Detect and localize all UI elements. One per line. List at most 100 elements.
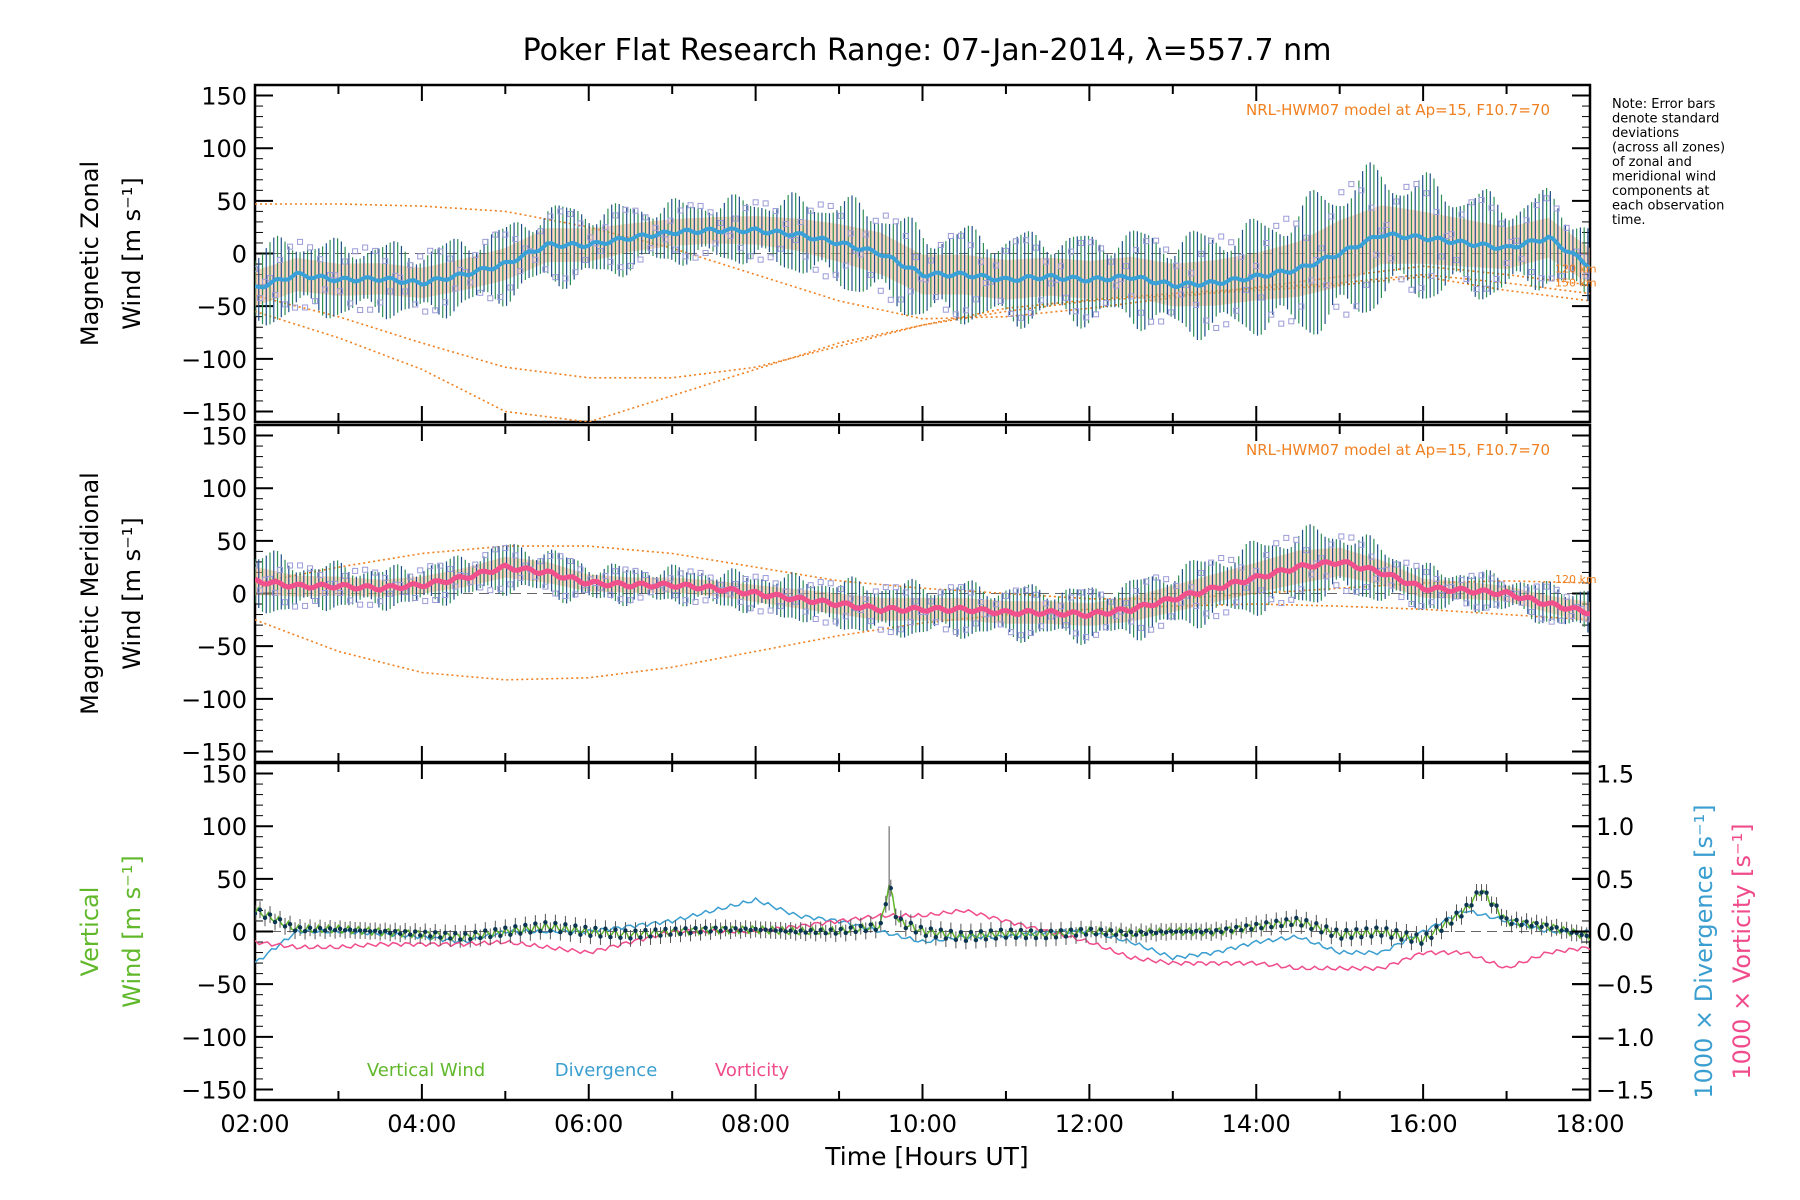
scatter-point	[1568, 264, 1575, 271]
scatter-point	[1548, 275, 1555, 282]
scatter-point	[1138, 624, 1145, 631]
vertical-wind-point	[903, 925, 909, 931]
vertical-wind-point	[342, 928, 348, 933]
scatter-point	[357, 601, 364, 608]
scatter-point	[1093, 311, 1100, 318]
scatter-point	[1223, 609, 1230, 616]
scatter-point	[1103, 299, 1110, 306]
vertical-wind-point	[1018, 927, 1024, 933]
scatter-point	[1398, 594, 1405, 601]
scatter-point	[1543, 195, 1550, 202]
vertical-wind-point	[473, 929, 478, 935]
vertical-wind-point	[1254, 921, 1259, 927]
y-tick-label: −150	[181, 398, 247, 426]
scatter-point	[517, 574, 524, 581]
scatter-point	[1303, 547, 1310, 554]
scatter-point	[532, 256, 539, 263]
scatter-point	[337, 589, 344, 596]
vertical-wind-point	[848, 925, 853, 930]
scatter-point	[1338, 189, 1345, 196]
scatter-point	[747, 605, 754, 612]
scatter-point	[667, 575, 674, 582]
y-tick-label: 150	[201, 83, 247, 111]
scatter-point	[427, 563, 434, 570]
vertical-wind-point	[533, 921, 538, 926]
scatter-point	[557, 208, 564, 215]
scatter-point	[1243, 584, 1250, 591]
scatter-point	[547, 213, 554, 220]
vertical-wind-point	[933, 935, 939, 940]
vertical-wind-point	[843, 930, 848, 936]
scatter-point	[797, 219, 804, 226]
scatter-point	[1353, 303, 1360, 310]
vertical-wind-point	[1429, 935, 1434, 941]
vertical-wind-point	[708, 929, 713, 934]
scatter-point	[1073, 630, 1080, 637]
y-tick-label: 100	[201, 475, 247, 503]
panel-meridional: 150 100 50 0 −50 −100 −150 Magnetic Meridional W…	[76, 423, 1597, 767]
vertical-wind-point	[1469, 903, 1474, 908]
scatter-point	[602, 573, 609, 580]
vertical-wind-point	[448, 936, 453, 941]
scatter-point	[1278, 320, 1285, 327]
vertical-wind-point	[1058, 928, 1064, 933]
vertical-wind-point	[317, 925, 323, 931]
scatter-point	[377, 299, 384, 306]
vorticity-line	[255, 908, 1590, 972]
scatter-point	[1493, 276, 1500, 283]
scatter-point	[482, 552, 489, 559]
vertical-wind-point	[1349, 935, 1354, 941]
scatter-point	[542, 266, 549, 273]
scatter-point	[272, 291, 279, 298]
vertical-wind-point	[1133, 932, 1139, 937]
scatter-point	[972, 620, 979, 627]
right-tick-label: 0.0	[1596, 919, 1634, 947]
scatter-point	[1348, 534, 1355, 541]
model-curve	[255, 603, 1590, 681]
scatter-point	[1173, 262, 1180, 269]
vertical-wind-point	[1449, 921, 1454, 926]
vertical-wind-point	[337, 926, 343, 932]
scatter-point	[272, 589, 279, 596]
scatter-point	[1083, 314, 1090, 321]
vertical-wind-point	[1359, 934, 1364, 940]
vertical-wind-point	[423, 929, 428, 935]
scatter-point	[1433, 575, 1440, 582]
scatter-point	[407, 573, 414, 580]
scatter-point	[1083, 634, 1090, 641]
vertical-wind-point	[683, 926, 688, 931]
vertical-wind-point	[788, 928, 793, 933]
model-alt-label: 120 km	[1555, 262, 1597, 275]
scatter-point	[622, 206, 629, 213]
vertical-wind-point	[1053, 935, 1059, 940]
mean-meridional-line	[255, 559, 1590, 620]
vertical-wind-point	[413, 929, 418, 934]
scatter-point	[1543, 583, 1550, 590]
scatter-point	[727, 232, 734, 239]
vertical-wind-point	[828, 927, 833, 932]
vertical-wind-point	[678, 931, 683, 936]
scatter-point	[1168, 613, 1175, 620]
scatter-point	[927, 257, 934, 264]
vertical-wind-point	[255, 911, 258, 916]
scatter-point	[1288, 318, 1295, 325]
vertical-wind-point	[322, 928, 328, 933]
vertical-wind-point	[397, 931, 403, 936]
scatter-point	[437, 248, 444, 255]
vertical-wind-point	[297, 925, 303, 930]
scatter-point	[427, 247, 434, 254]
vertical-wind-point	[262, 915, 268, 921]
scatter-point	[702, 250, 709, 257]
vertical-wind-point	[493, 926, 498, 932]
vertical-wind-point	[813, 930, 818, 936]
scatter-point	[277, 566, 284, 573]
vertical-wind-point	[1073, 933, 1079, 938]
vertical-wind-point	[883, 902, 888, 907]
vertical-wind-point	[1424, 931, 1429, 936]
model-alt-label: 150 km	[1555, 276, 1597, 289]
scatter-point	[1098, 245, 1105, 252]
vertical-wind-point	[1394, 928, 1399, 933]
vertical-wind-point	[1304, 918, 1309, 923]
scatter-point	[1253, 263, 1260, 270]
scatter-point	[352, 567, 359, 574]
